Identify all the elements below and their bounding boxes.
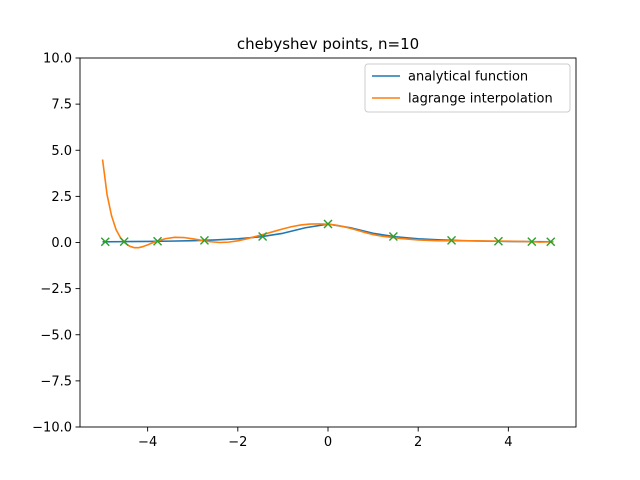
- x-tick-label: −4: [138, 435, 157, 450]
- marker-stroke: [119, 237, 129, 247]
- marker-stroke: [199, 235, 209, 245]
- x-tick-label: 0: [324, 435, 332, 450]
- plot-area: [100, 159, 556, 249]
- marker-stroke: [323, 219, 333, 229]
- legend-box: [364, 63, 571, 113]
- marker-stroke: [493, 236, 503, 246]
- x-tick-label: −2: [228, 435, 247, 450]
- marker-stroke: [447, 235, 457, 245]
- legend-label: lagrange interpolation: [408, 92, 553, 107]
- data-point-marker: [119, 237, 129, 247]
- y-tick-label: 0.0: [51, 236, 72, 251]
- axes: −4 −2 0 2 4 10.0 7.5 5.0 2.5 0.0 −2.5 −5.0 −7.5 −10.0: [32, 52, 577, 450]
- data-point-marker: [100, 237, 110, 247]
- marker-stroke: [388, 232, 398, 242]
- y-tick-label: −7.5: [40, 374, 72, 389]
- series-line-1: [101, 159, 554, 249]
- y-tick-label: 5.0: [51, 144, 72, 159]
- y-tick-label: 7.5: [51, 98, 72, 113]
- marker-stroke: [153, 236, 163, 246]
- y-tick-label: 10.0: [43, 52, 72, 67]
- data-point-marker: [258, 232, 268, 242]
- data-point-marker: [546, 237, 556, 247]
- legend-label: analytical function: [408, 70, 528, 85]
- marker-stroke: [546, 237, 556, 247]
- y-tick-label: −5.0: [40, 328, 72, 343]
- data-point-marker: [153, 236, 163, 246]
- x-tick-label: 4: [504, 435, 512, 450]
- chart-title: chebyshev points, n=10: [237, 35, 419, 53]
- data-point-marker: [447, 235, 457, 245]
- y-tick-label: −2.5: [40, 282, 72, 297]
- legend: analytical function lagrange interpolatio…: [364, 63, 571, 113]
- data-point-marker: [323, 219, 333, 229]
- series-line-0: [102, 223, 554, 243]
- marker-stroke: [100, 237, 110, 247]
- data-point-marker: [493, 236, 503, 246]
- data-point-marker: [527, 237, 537, 247]
- data-point-marker: [199, 235, 209, 245]
- marker-stroke: [527, 237, 537, 247]
- y-tick-label: 2.5: [51, 190, 72, 205]
- data-point-marker: [388, 232, 398, 242]
- y-tick-label: −10.0: [32, 421, 72, 436]
- x-tick-label: 2: [414, 435, 422, 450]
- marker-stroke: [258, 232, 268, 242]
